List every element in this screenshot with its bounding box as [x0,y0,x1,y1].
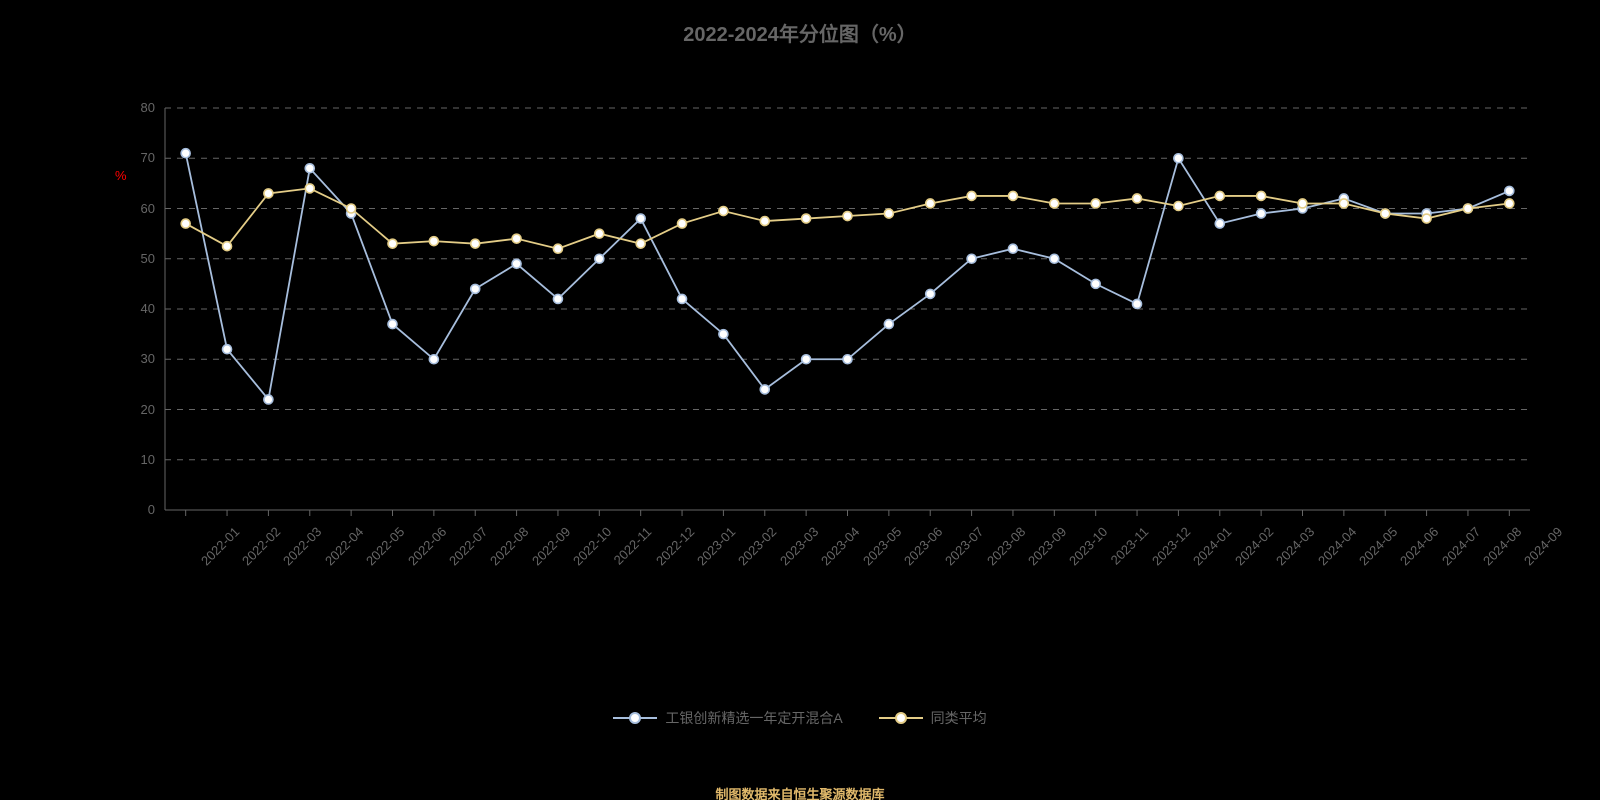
legend-swatch [613,710,657,726]
legend-label: 工银创新精选一年定开混合A [665,708,842,728]
legend-label: 同类平均 [931,708,987,728]
plot-area [0,0,1600,800]
legend-swatch [879,710,923,726]
y-tick-label: 40 [115,301,155,316]
y-tick-label: 0 [115,502,155,517]
y-tick-label: 10 [115,452,155,467]
footer-note: 制图数据来自恒生聚源数据库 [0,784,1600,800]
legend: 工银创新精选一年定开混合A 同类平均 [0,708,1600,731]
y-axis-unit: % [115,168,127,183]
y-tick-label: 60 [115,201,155,216]
chart-container: 2022-2024年分位图（%） 01020304050607080 % 202… [0,0,1600,800]
y-tick-label: 30 [115,351,155,366]
y-tick-label: 50 [115,251,155,266]
y-tick-label: 70 [115,150,155,165]
legend-item: 同类平均 [879,708,987,728]
legend-item: 工银创新精选一年定开混合A [613,708,842,728]
y-tick-label: 20 [115,402,155,417]
y-tick-label: 80 [115,100,155,115]
